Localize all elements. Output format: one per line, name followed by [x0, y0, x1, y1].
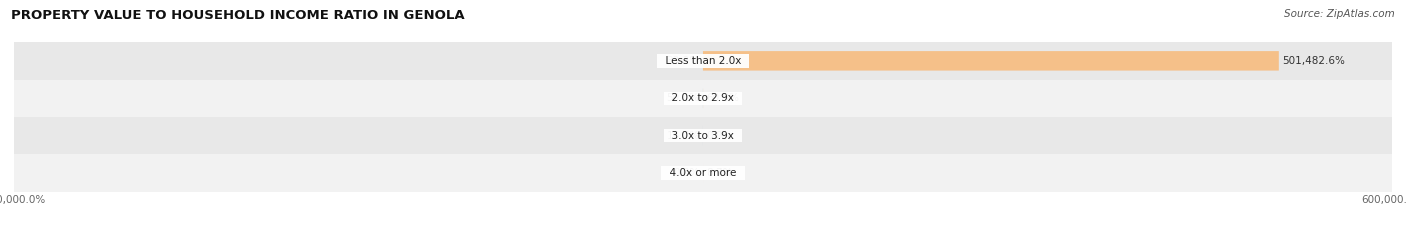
Text: 33.3%: 33.3%	[666, 56, 700, 66]
Text: 0.0%: 0.0%	[673, 168, 700, 178]
FancyBboxPatch shape	[703, 51, 1279, 71]
Text: 16.7%: 16.7%	[666, 131, 700, 141]
Text: Less than 2.0x: Less than 2.0x	[658, 56, 748, 66]
Text: 50.0%: 50.0%	[666, 93, 700, 103]
Text: 2.0x to 2.9x: 2.0x to 2.9x	[665, 93, 741, 103]
Bar	[14, 80, 1392, 117]
Text: PROPERTY VALUE TO HOUSEHOLD INCOME RATIO IN GENOLA: PROPERTY VALUE TO HOUSEHOLD INCOME RATIO…	[11, 9, 465, 22]
Text: 3.0x to 3.9x: 3.0x to 3.9x	[665, 131, 741, 141]
Text: 501,482.6%: 501,482.6%	[1282, 56, 1346, 66]
Text: 0.0%: 0.0%	[706, 131, 733, 141]
Text: Source: ZipAtlas.com: Source: ZipAtlas.com	[1284, 9, 1395, 19]
Text: 4.0x or more: 4.0x or more	[664, 168, 742, 178]
Bar	[14, 42, 1392, 80]
Bar	[14, 154, 1392, 192]
Text: 8.7%: 8.7%	[706, 168, 733, 178]
Text: 60.9%: 60.9%	[706, 93, 740, 103]
Bar	[14, 117, 1392, 154]
